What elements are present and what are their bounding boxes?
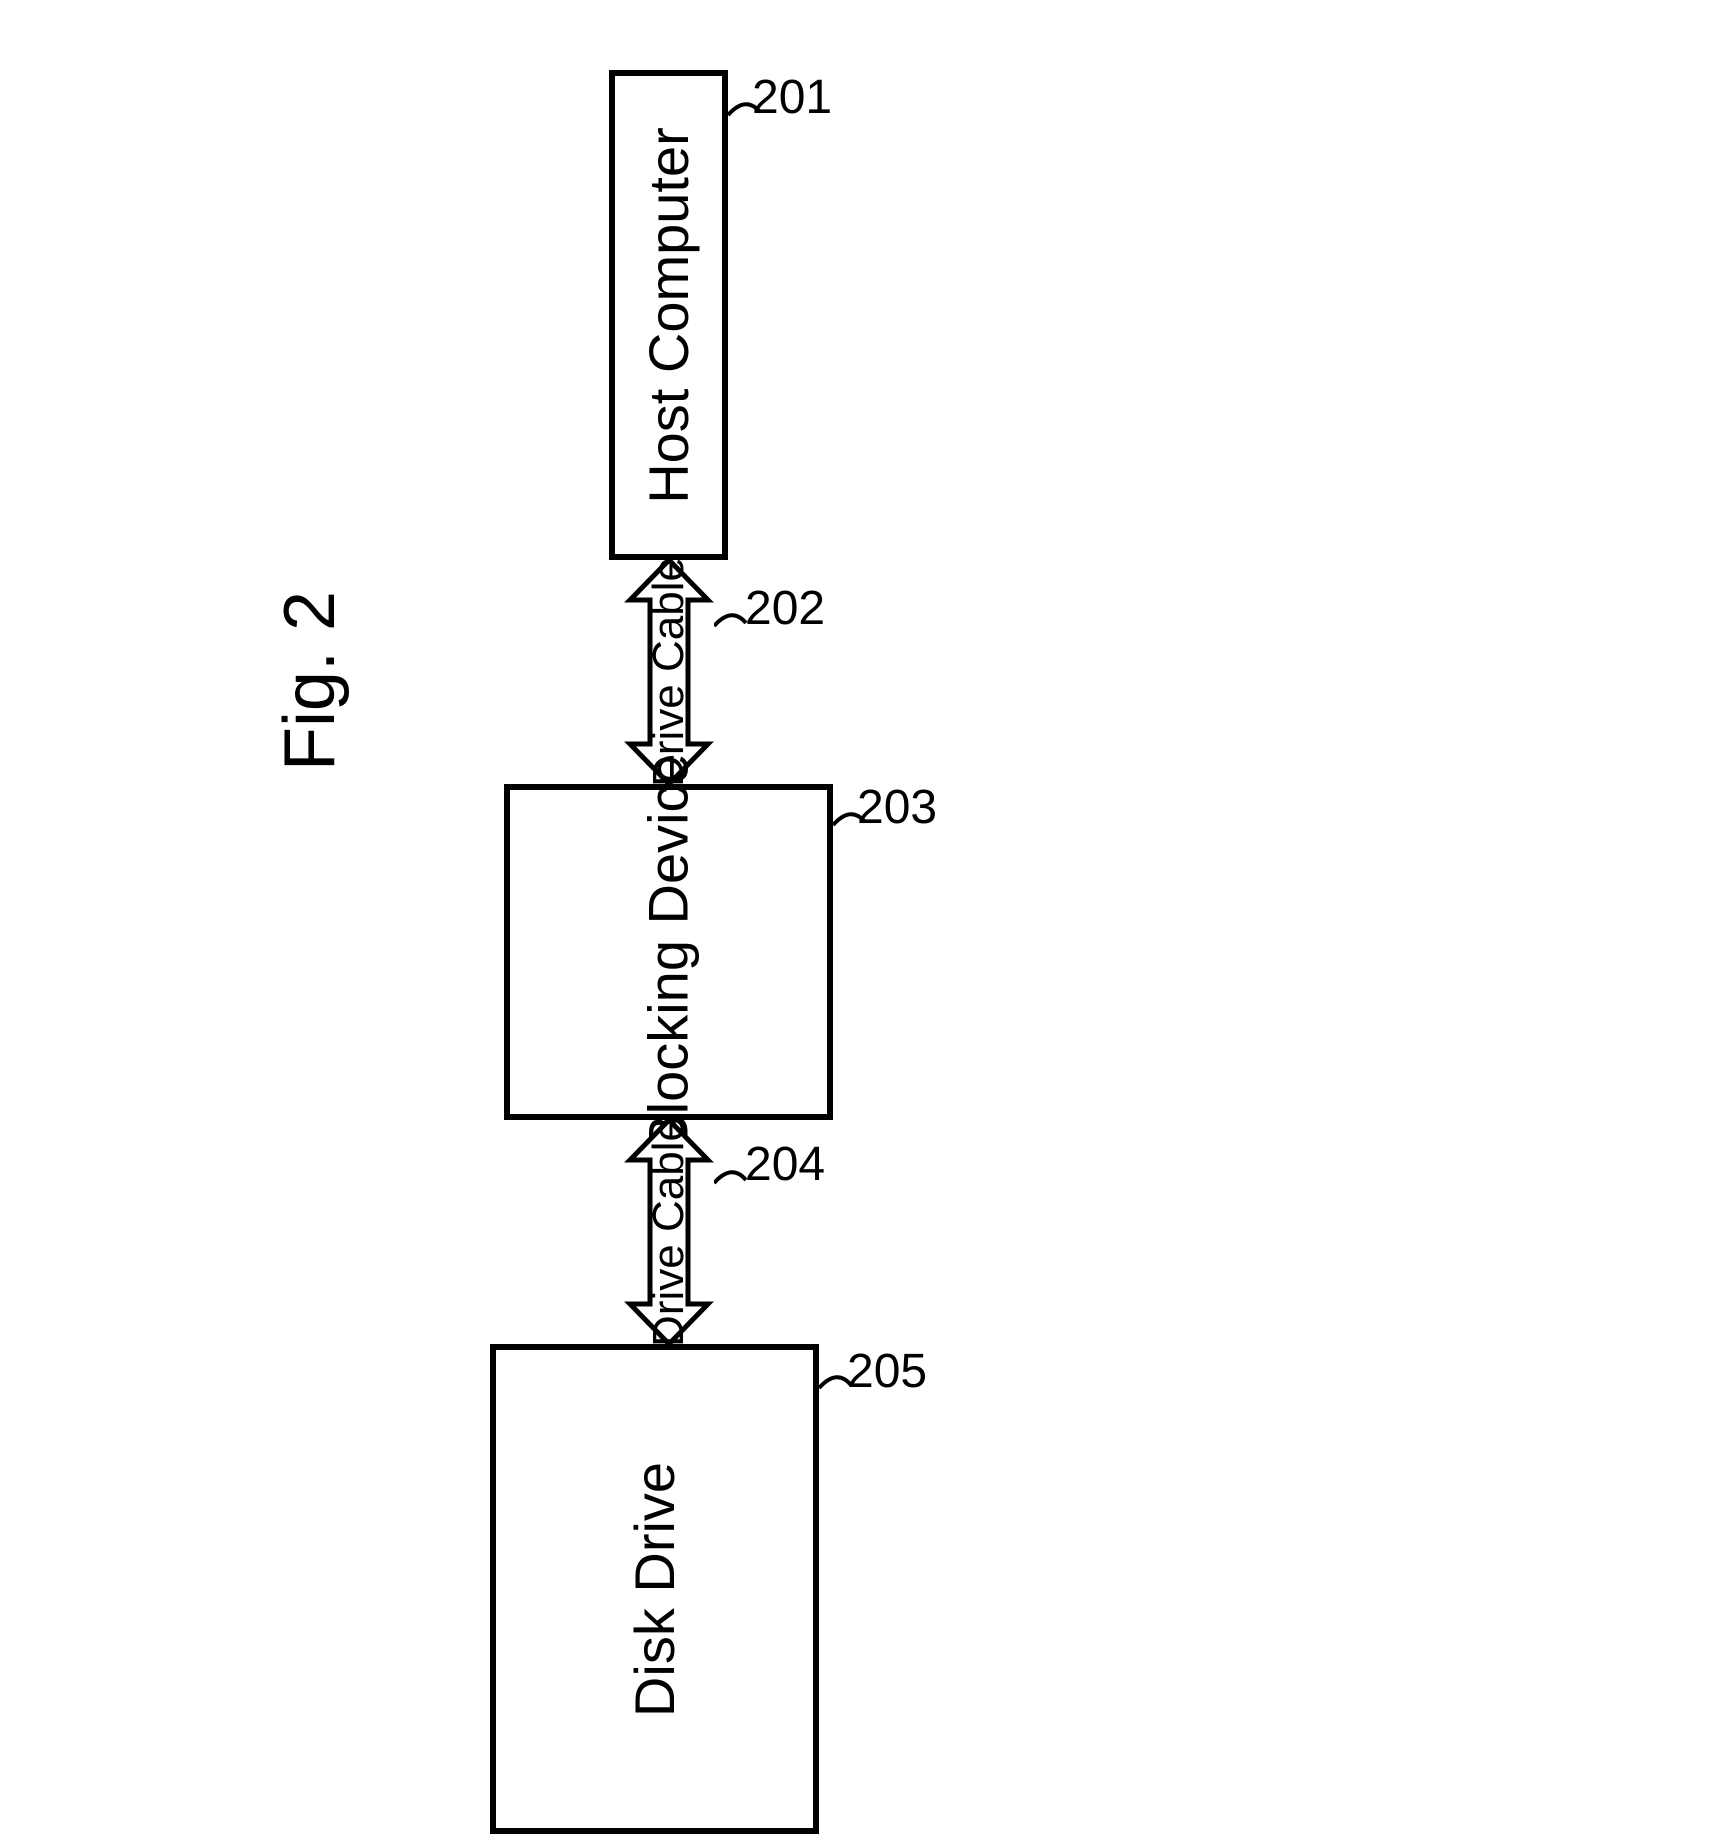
host-computer-block: Host Computer (609, 70, 728, 560)
cable-upper-ref-label: 202 (745, 581, 825, 636)
host-ref-label: 201 (752, 70, 832, 125)
disk-drive-text: Disk Drive (622, 1461, 687, 1716)
drive-cable-upper-arrow: Drive Cable (620, 560, 718, 784)
disk-drive-block: Disk Drive (490, 1344, 819, 1834)
figure-label-text: Fig. 2 (270, 591, 350, 771)
blocking-device-text: Blocking Device (636, 753, 701, 1151)
drive-cable-lower-text: Drive Cable (644, 1117, 694, 1347)
disk-ref-label: 205 (847, 1344, 927, 1399)
cable-lower-ref-label: 204 (745, 1137, 825, 1192)
host-computer-text: Host Computer (636, 127, 701, 504)
figure-label: Fig. 2 (269, 591, 351, 771)
blocking-device-block: Blocking Device (504, 784, 833, 1120)
blocking-ref-label: 203 (857, 780, 937, 835)
drive-cable-lower-arrow: Drive Cable (620, 1120, 718, 1344)
